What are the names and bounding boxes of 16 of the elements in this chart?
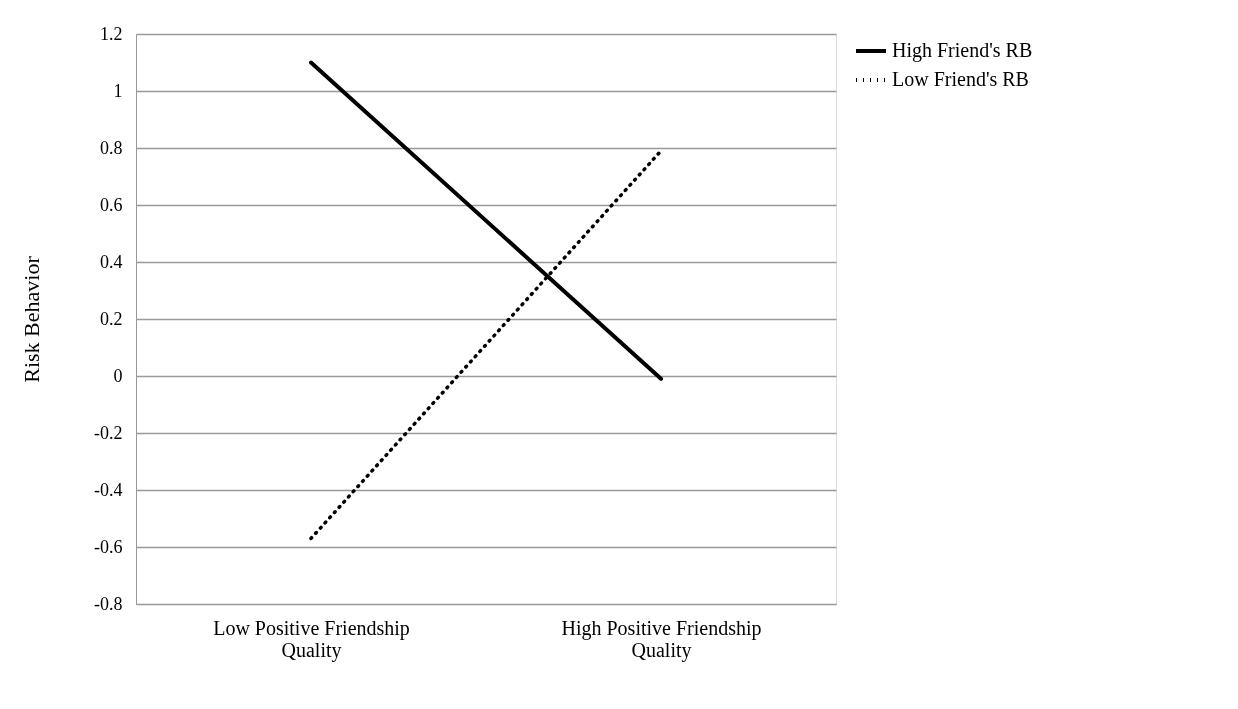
y-tick-label: -0.4	[94, 479, 123, 500]
legend-label: High Friend's RB	[892, 39, 1033, 62]
y-tick-label: 1	[113, 80, 123, 101]
y-tick-label: 0.4	[100, 251, 123, 272]
y-tick-label: 0	[113, 365, 123, 386]
x-tick-label: Low Positive Friendship Quality	[213, 616, 410, 662]
y-tick-label: 1.2	[100, 23, 123, 44]
legend-label: Low Friend's RB	[892, 68, 1029, 90]
y-tick-label: -0.8	[94, 593, 123, 614]
y-tick-label: 0.6	[100, 194, 123, 215]
y-axis-title: Risk Behavior	[19, 255, 45, 383]
y-tick-label: 0.8	[100, 137, 123, 158]
y-tick-label: 0.2	[100, 308, 123, 329]
y-tick-label: -0.6	[94, 536, 123, 557]
y-tick-label: -0.2	[94, 422, 123, 443]
x-tick-label: High Positive Friendship Quality	[561, 616, 762, 662]
